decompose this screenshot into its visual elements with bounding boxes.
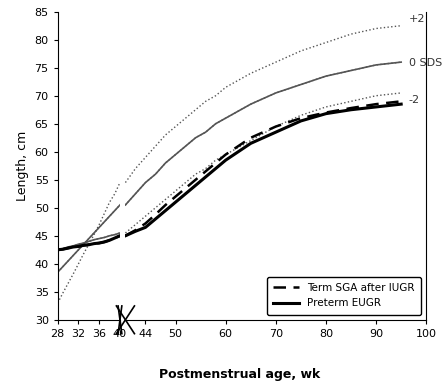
Text: -2: -2 bbox=[408, 95, 420, 105]
Text: Postmenstrual age, wk: Postmenstrual age, wk bbox=[159, 368, 321, 381]
Y-axis label: Length, cm: Length, cm bbox=[16, 131, 29, 201]
Legend: Term SGA after IUGR, Preterm EUGR: Term SGA after IUGR, Preterm EUGR bbox=[267, 277, 421, 315]
Text: 0 SDS: 0 SDS bbox=[408, 58, 442, 68]
Text: +2: +2 bbox=[408, 14, 425, 24]
